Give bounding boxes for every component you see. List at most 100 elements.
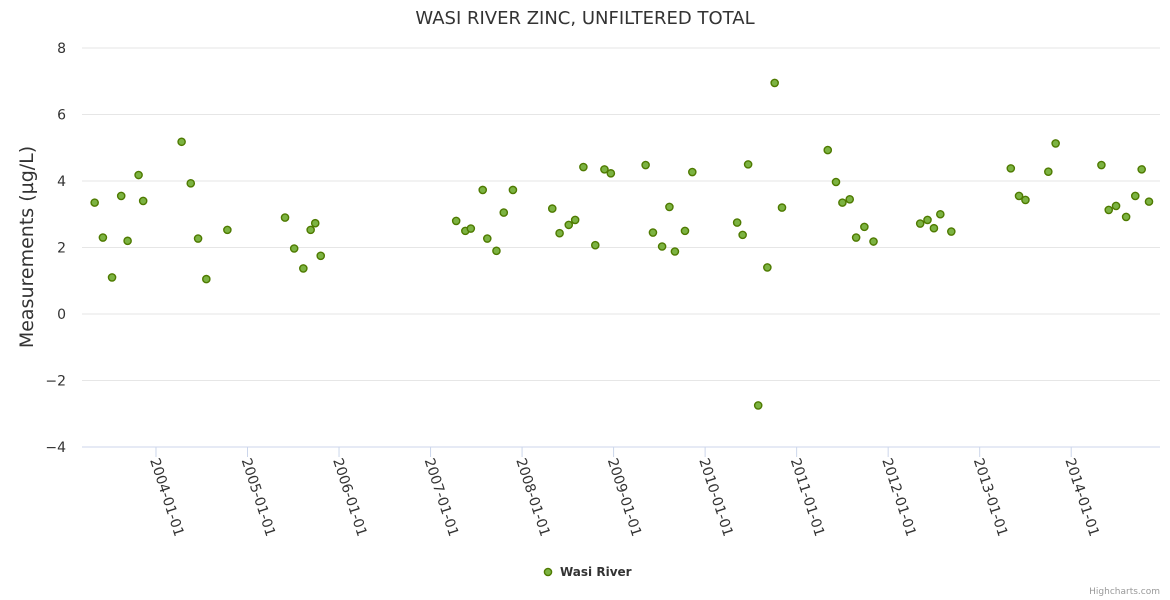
x-tick-label: 2010-01-01 [695, 456, 735, 538]
data-point[interactable] [923, 215, 932, 225]
data-point[interactable] [306, 225, 315, 235]
x-tick-label: 2011-01-01 [787, 456, 827, 538]
data-point[interactable] [579, 162, 588, 172]
data-point[interactable] [915, 219, 925, 228]
data-point[interactable] [299, 264, 308, 273]
data-point[interactable] [134, 170, 143, 180]
data-point[interactable] [845, 194, 855, 204]
data-point[interactable] [555, 228, 564, 238]
data-point[interactable] [777, 203, 787, 212]
data-point[interactable] [606, 169, 616, 178]
data-point[interactable] [508, 185, 518, 195]
gridlines [82, 47, 1160, 448]
data-point[interactable] [116, 191, 126, 201]
data-point[interactable] [1137, 165, 1146, 174]
data-point[interactable] [1130, 191, 1140, 201]
data-point[interactable] [680, 226, 690, 236]
data-point[interactable] [743, 160, 753, 169]
data-point[interactable] [860, 222, 869, 232]
data-point[interactable] [688, 167, 697, 177]
data-point[interactable] [193, 234, 203, 243]
x-tick-label: 2005-01-01 [238, 456, 278, 538]
y-tick-label: −2 [45, 374, 66, 390]
data-point[interactable] [947, 227, 956, 236]
data-point[interactable] [823, 145, 833, 155]
data-point[interactable] [838, 198, 847, 207]
x-tick-label: 2012-01-01 [878, 456, 918, 538]
y-tick-label: −4 [45, 440, 66, 456]
data-point[interactable] [600, 165, 609, 174]
x-tick-label: 2007-01-01 [421, 456, 461, 538]
data-point[interactable] [223, 225, 232, 235]
data-point[interactable] [289, 244, 299, 253]
y-axis-ticks: −4 −2 0 2 4 6 8 [45, 41, 66, 456]
data-point[interactable] [732, 218, 742, 227]
data-point[interactable] [564, 220, 574, 230]
data-point[interactable] [657, 242, 667, 251]
data-point[interactable] [466, 224, 476, 233]
data-point[interactable] [310, 218, 320, 228]
chart-title: WASI RIVER ZINC, UNFILTERED TOTAL [415, 8, 754, 29]
data-point[interactable] [202, 274, 211, 284]
legend-marker[interactable] [543, 567, 553, 577]
credits-link[interactable]: Highcharts.com [1089, 587, 1160, 597]
data-point[interactable] [547, 204, 557, 213]
x-tick-label: 2013-01-01 [970, 456, 1010, 538]
data-point[interactable] [831, 177, 841, 187]
data-point[interactable] [98, 233, 108, 242]
data-point[interactable] [570, 215, 580, 225]
data-point[interactable] [665, 202, 674, 212]
x-axis: 2004-01-01 2005-01-01 2006-01-01 2007-01-01… [146, 447, 1102, 539]
data-point[interactable] [869, 237, 878, 246]
data-point[interactable] [478, 185, 488, 195]
data-point[interactable] [641, 160, 650, 170]
x-tick-label: 2008-01-01 [512, 456, 552, 538]
data-point[interactable] [1014, 191, 1024, 201]
data-point[interactable] [499, 208, 509, 217]
data-point[interactable] [1097, 160, 1106, 170]
legend-label-wasi-river[interactable]: Wasi River [560, 565, 632, 579]
data-point[interactable] [590, 240, 600, 250]
data-point[interactable] [482, 234, 492, 243]
data-point[interactable] [107, 273, 117, 282]
y-tick-label: 2 [57, 241, 66, 257]
data-point[interactable] [451, 216, 461, 226]
legend[interactable]: Wasi River [543, 565, 632, 579]
data-point[interactable] [851, 233, 861, 242]
data-point[interactable] [492, 246, 501, 256]
y-tick-label: 0 [57, 307, 66, 323]
data-point[interactable] [1044, 167, 1053, 176]
y-tick-label: 4 [57, 174, 66, 190]
x-tick-label: 2006-01-01 [329, 456, 369, 538]
data-point[interactable] [186, 179, 196, 188]
data-point[interactable] [1144, 197, 1154, 206]
data-point[interactable] [1021, 195, 1030, 205]
y-tick-label: 6 [57, 108, 66, 124]
data-point[interactable] [670, 247, 680, 256]
data-point[interactable] [1121, 212, 1131, 222]
data-point[interactable] [123, 236, 132, 246]
data-point[interactable] [280, 213, 290, 222]
data-point[interactable] [138, 196, 148, 206]
data-point[interactable] [648, 228, 658, 237]
data-point[interactable] [929, 223, 939, 233]
data-point[interactable] [1104, 205, 1114, 215]
y-axis-label: Measurements (µg/L) [16, 146, 38, 348]
y-tick-label: 8 [57, 41, 66, 57]
data-point[interactable] [763, 263, 772, 272]
data-point[interactable] [738, 230, 747, 240]
x-tick-label: 2009-01-01 [604, 456, 644, 538]
data-point[interactable] [1006, 164, 1016, 173]
data-point[interactable] [936, 209, 945, 219]
data-point[interactable] [770, 78, 779, 88]
data-point[interactable] [316, 251, 326, 261]
scatter-points [90, 78, 1154, 410]
data-point[interactable] [90, 198, 99, 207]
x-tick-label: 2014-01-01 [1061, 456, 1101, 538]
data-point[interactable] [1051, 139, 1060, 148]
data-point[interactable] [1111, 201, 1121, 211]
data-point[interactable] [753, 401, 763, 410]
data-point[interactable] [177, 137, 186, 147]
x-tick-label: 2004-01-01 [146, 456, 186, 538]
